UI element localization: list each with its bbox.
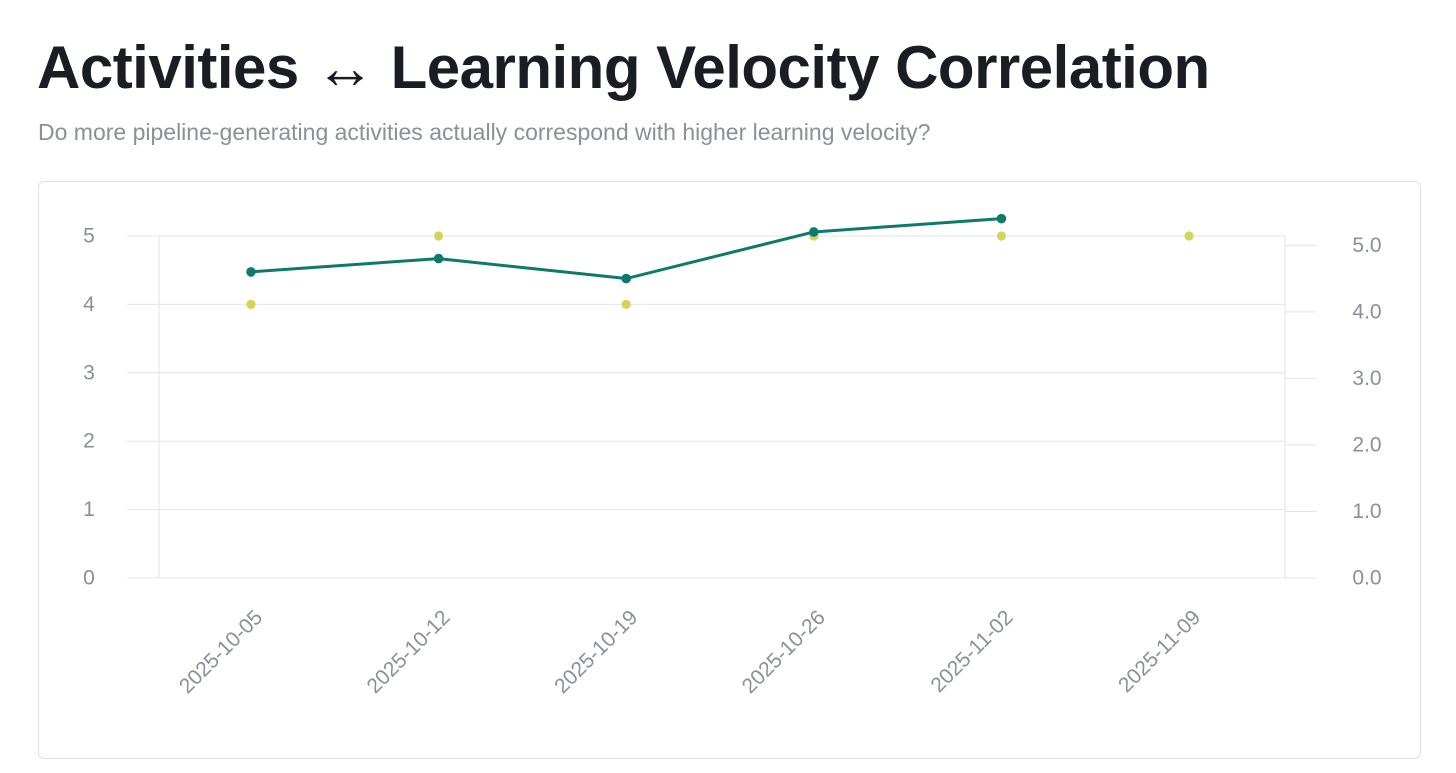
page-subtitle: Do more pipeline-generating activities a… xyxy=(38,119,931,145)
velocity-point xyxy=(621,273,631,284)
y-right-tick-label: 5.0 xyxy=(1352,234,1381,257)
x-tick-label: 2025-11-02 xyxy=(926,606,1017,697)
activities-point xyxy=(621,299,631,309)
y-right-tick-label: 2.0 xyxy=(1352,433,1381,456)
x-tick-label: 2025-10-12 xyxy=(363,606,455,698)
y-right-tick-label: 0.0 xyxy=(1352,567,1381,590)
y-left-tick-label: 3 xyxy=(83,361,95,384)
series-layer xyxy=(246,213,1194,309)
velocity-point xyxy=(433,253,444,264)
y-left-tick-label: 0 xyxy=(83,567,95,590)
y-right-tick-label: 1.0 xyxy=(1352,500,1381,523)
x-tick-label: 2025-10-26 xyxy=(738,606,830,698)
grid-layer xyxy=(127,235,1317,579)
activities-point xyxy=(1184,231,1194,241)
velocity-line xyxy=(249,217,1003,281)
y-left-tick-label: 4 xyxy=(83,293,95,316)
x-tick-label: 2025-10-19 xyxy=(550,606,642,698)
page-title: Activities ↔ Learning Velocity Correlati… xyxy=(37,34,1210,101)
activities-point xyxy=(434,231,444,241)
velocity-point xyxy=(809,227,819,237)
x-tick-label: 2025-11-09 xyxy=(1114,606,1205,697)
activities-point xyxy=(996,231,1007,241)
velocity-point xyxy=(996,213,1007,224)
chart-card: 0 1 2 3 4 5 0.0 1.0 2.0 3.0 4.0 5.0 2025-10-05 2025-1… xyxy=(38,181,1421,759)
x-tick-label: 2025-10-05 xyxy=(175,606,267,698)
correlation-chart: 0 1 2 3 4 5 0.0 1.0 2.0 3.0 4.0 5.0 2025-10-05 2025-1… xyxy=(83,213,1382,699)
y-right-tick-label: 4.0 xyxy=(1352,300,1381,323)
y-left-tick-label: 5 xyxy=(83,225,95,248)
y-left-tick-label: 2 xyxy=(83,430,95,453)
y-right-tick-label: 3.0 xyxy=(1352,367,1381,390)
activities-point xyxy=(246,299,256,309)
axis-layer: 0 1 2 3 4 5 0.0 1.0 2.0 3.0 4.0 5.0 2025-10-05 2025-1… xyxy=(83,225,1381,699)
y-left-tick-label: 1 xyxy=(83,498,95,521)
velocity-point xyxy=(246,267,256,277)
